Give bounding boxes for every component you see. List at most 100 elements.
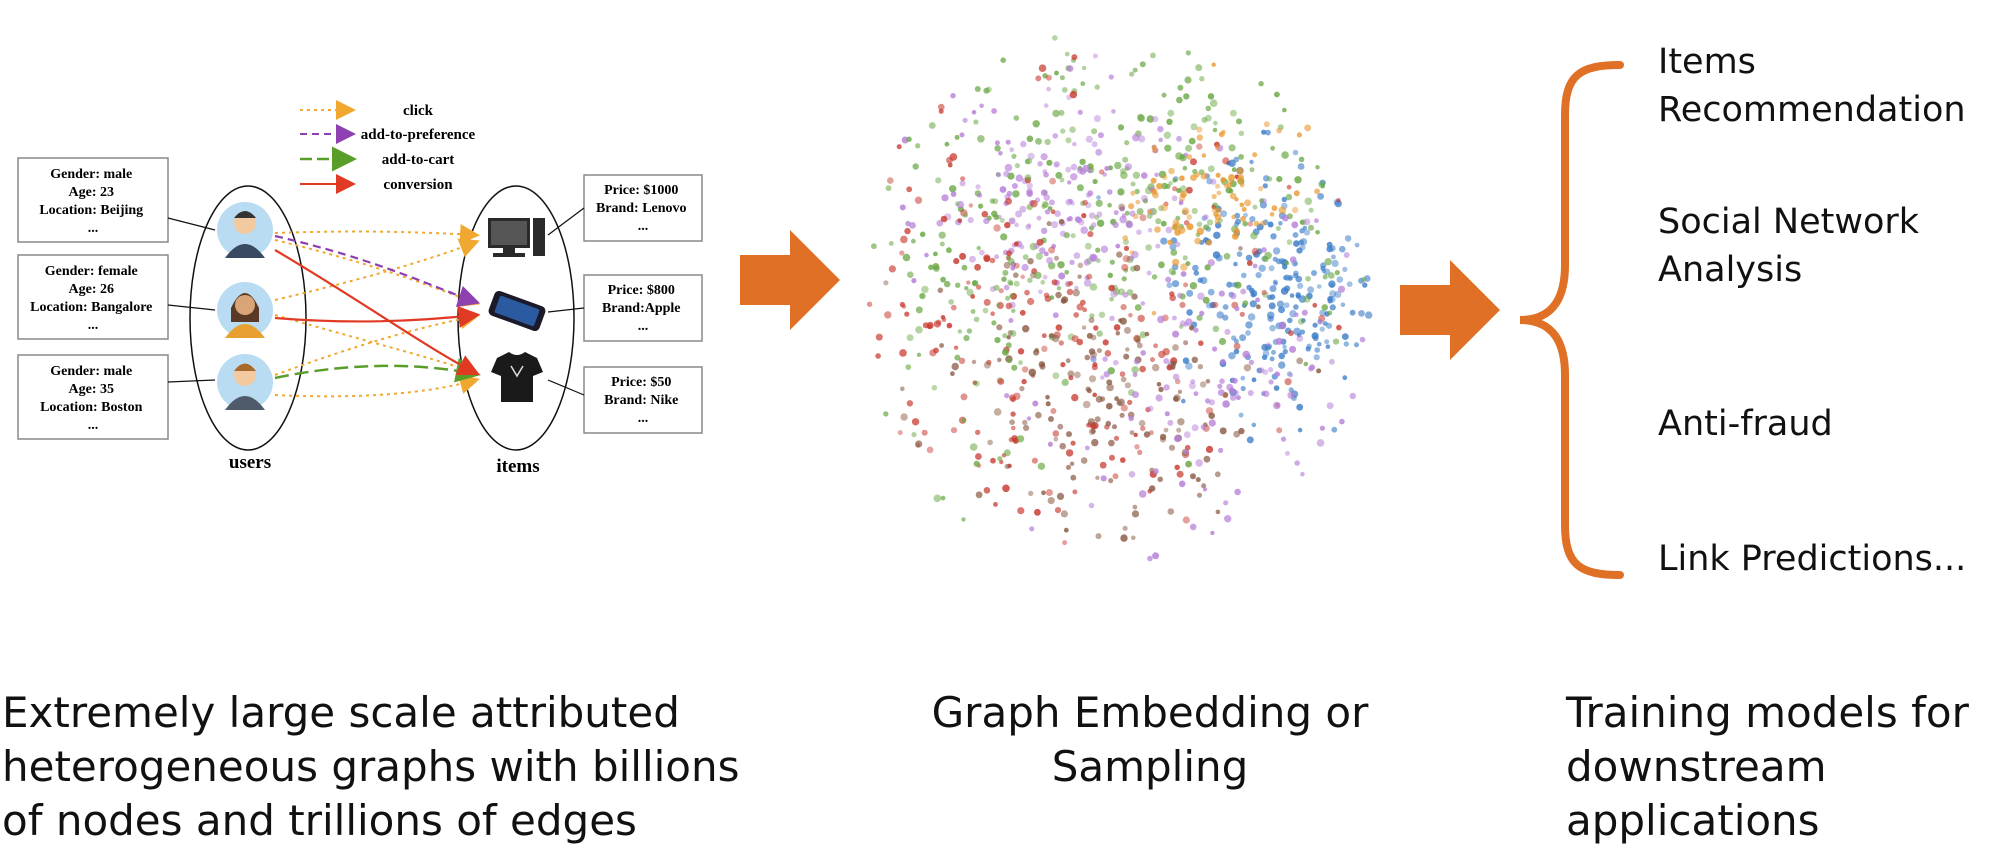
embedding-point bbox=[1114, 396, 1119, 402]
embedding-point bbox=[1113, 359, 1119, 366]
embedding-point bbox=[1080, 299, 1086, 306]
embedding-point bbox=[1150, 357, 1155, 363]
embedding-point bbox=[1087, 418, 1095, 426]
embedding-point bbox=[1245, 254, 1253, 262]
embedding-point bbox=[1100, 245, 1109, 253]
embedding-point bbox=[1181, 207, 1190, 215]
embedding-point bbox=[1069, 90, 1078, 99]
embedding-point bbox=[1239, 202, 1245, 208]
embedding-point bbox=[1064, 51, 1070, 57]
embedding-point bbox=[1041, 227, 1048, 234]
embedding-point bbox=[1007, 258, 1015, 265]
embedding-point bbox=[1235, 395, 1241, 401]
embedding-point bbox=[1215, 207, 1222, 214]
embedding-point bbox=[1163, 131, 1172, 139]
embedding-point bbox=[1004, 163, 1013, 172]
embedding-point bbox=[1251, 377, 1257, 383]
embedding-point bbox=[1170, 270, 1177, 276]
embedding-point bbox=[1009, 330, 1017, 337]
embedding-point bbox=[973, 460, 980, 467]
embedding-point bbox=[1044, 138, 1051, 146]
embedding-point bbox=[1206, 239, 1213, 246]
embedding-point bbox=[951, 362, 959, 371]
embedding-point bbox=[1281, 151, 1289, 159]
embedding-point bbox=[971, 359, 977, 365]
embedding-point bbox=[1091, 128, 1098, 135]
application-anti-fraud: Anti-fraud bbox=[1658, 404, 1833, 444]
embedding-point bbox=[1070, 201, 1075, 206]
embedding-point bbox=[1003, 449, 1011, 457]
embedding-point bbox=[1055, 171, 1063, 179]
embedding-point bbox=[1210, 178, 1217, 185]
embedding-point bbox=[1220, 177, 1227, 183]
embedding-point bbox=[1186, 154, 1193, 160]
embedding-point bbox=[1215, 172, 1221, 178]
embedding-point bbox=[1261, 354, 1268, 360]
embedding-point bbox=[1178, 200, 1184, 206]
embedding-point bbox=[1132, 67, 1138, 73]
embedding-point bbox=[953, 345, 959, 350]
embedding-point bbox=[1284, 260, 1290, 266]
embedding-point bbox=[1077, 262, 1084, 269]
embedding-point bbox=[1069, 461, 1075, 466]
embedding-point bbox=[1204, 264, 1211, 271]
embedding-point bbox=[866, 301, 873, 307]
embedding-point bbox=[1334, 199, 1342, 208]
embedding-point bbox=[933, 320, 941, 328]
embedding-point bbox=[1124, 163, 1133, 171]
embedding-point bbox=[1077, 109, 1083, 115]
embedding-point bbox=[1092, 178, 1098, 185]
embedding-point bbox=[1306, 343, 1312, 350]
embedding-point bbox=[1088, 502, 1095, 509]
embedding-point bbox=[1011, 435, 1018, 442]
embedding-point bbox=[977, 192, 983, 198]
embedding-point bbox=[1065, 137, 1072, 144]
embedding-point bbox=[1274, 371, 1279, 376]
embedding-point bbox=[970, 294, 976, 299]
embedding-point bbox=[1074, 285, 1079, 291]
embedding-point bbox=[1099, 461, 1107, 469]
users-label: users bbox=[229, 452, 271, 473]
embedding-point bbox=[1349, 309, 1356, 316]
embedding-point bbox=[971, 110, 977, 115]
embedding-point bbox=[1098, 311, 1106, 318]
embedding-point bbox=[1084, 354, 1091, 361]
embedding-point bbox=[1308, 207, 1314, 213]
embedding-point bbox=[1179, 301, 1186, 308]
embedding-point bbox=[1117, 188, 1125, 196]
embedding-point bbox=[1212, 301, 1219, 308]
embedding-point bbox=[1026, 223, 1032, 228]
embedding-point bbox=[1246, 260, 1253, 266]
embedding-point bbox=[1149, 207, 1157, 216]
embedding-point bbox=[1267, 315, 1274, 322]
embedding-point bbox=[1218, 131, 1225, 138]
embedding-point bbox=[1233, 430, 1241, 438]
embedding-point bbox=[1155, 243, 1161, 249]
embedding-point bbox=[1177, 292, 1183, 299]
embedding-point bbox=[1177, 418, 1185, 426]
embedding-point bbox=[994, 254, 999, 260]
embedding-point bbox=[1316, 341, 1322, 347]
embedding-point bbox=[1326, 402, 1334, 410]
user-attribute-box-1: Gender: male Age: 23 Location: Beijing .… bbox=[17, 157, 169, 243]
embedding-point bbox=[1137, 113, 1144, 121]
embedding-point bbox=[1233, 338, 1239, 344]
embedding-point bbox=[901, 304, 907, 309]
embedding-point bbox=[1240, 288, 1247, 295]
embedding-point bbox=[1051, 221, 1059, 229]
embedding-point bbox=[1167, 239, 1173, 246]
embedding-point bbox=[1025, 158, 1033, 165]
embedding-point bbox=[1062, 540, 1068, 546]
embedding-point bbox=[953, 258, 960, 265]
embedding-point bbox=[1178, 195, 1186, 202]
embedding-point bbox=[957, 218, 963, 223]
embedding-point bbox=[1016, 435, 1025, 443]
embedding-point bbox=[1251, 247, 1259, 256]
embedding-point bbox=[972, 280, 978, 286]
embedding-point bbox=[1327, 310, 1333, 316]
embedding-point bbox=[1222, 157, 1230, 165]
embedding-point bbox=[979, 103, 984, 109]
embedding-point bbox=[1360, 276, 1367, 283]
embedding-point bbox=[1177, 84, 1184, 91]
embedding-point bbox=[1124, 326, 1131, 334]
